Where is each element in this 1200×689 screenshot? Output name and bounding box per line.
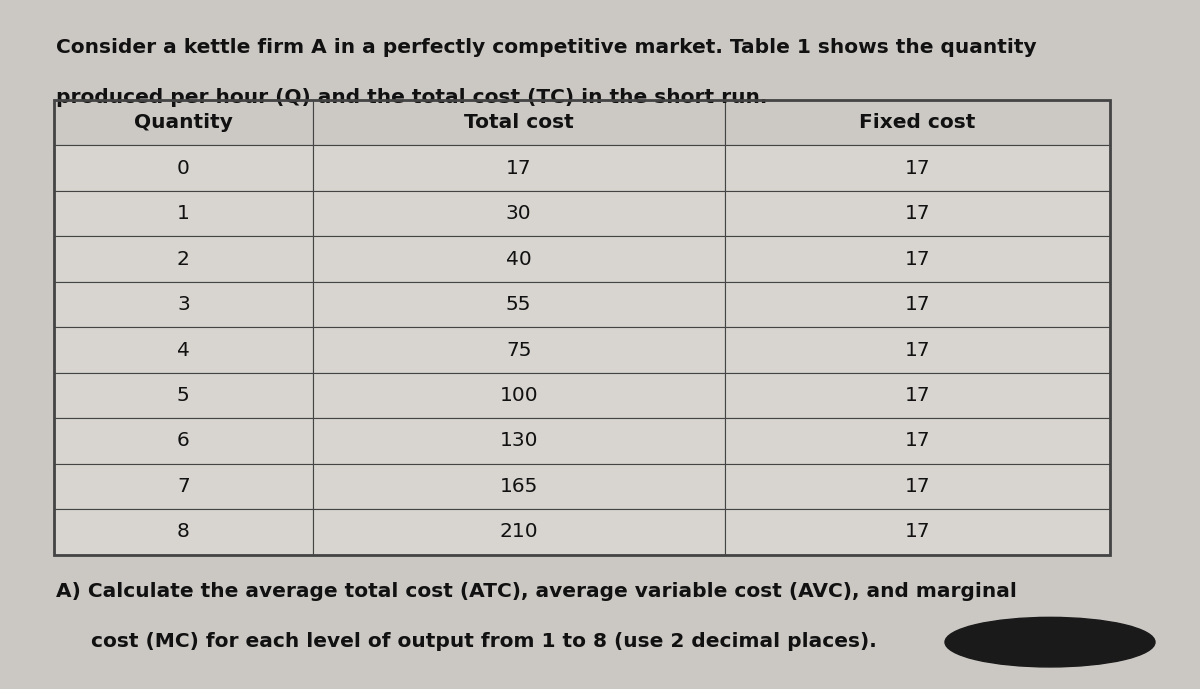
Bar bbox=[725, 191, 1110, 236]
Text: 17: 17 bbox=[905, 340, 930, 360]
Bar bbox=[54, 100, 313, 145]
Text: 2: 2 bbox=[176, 249, 190, 269]
Text: 55: 55 bbox=[506, 295, 532, 314]
Bar bbox=[313, 236, 725, 282]
Bar bbox=[54, 236, 313, 282]
Text: 210: 210 bbox=[499, 522, 538, 542]
Bar bbox=[725, 418, 1110, 464]
Bar bbox=[725, 282, 1110, 327]
Text: 17: 17 bbox=[905, 477, 930, 496]
Text: 17: 17 bbox=[905, 431, 930, 451]
Text: A) Calculate the average total cost (ATC), average variable cost (AVC), and marg: A) Calculate the average total cost (ATC… bbox=[56, 582, 1018, 601]
Bar bbox=[54, 373, 313, 418]
Bar bbox=[54, 282, 313, 327]
Text: 17: 17 bbox=[506, 158, 532, 178]
Bar bbox=[54, 418, 313, 464]
Bar bbox=[725, 145, 1110, 191]
Text: 17: 17 bbox=[905, 295, 930, 314]
Bar bbox=[54, 100, 1110, 555]
Text: 4: 4 bbox=[176, 340, 190, 360]
Text: 0: 0 bbox=[176, 158, 190, 178]
Bar bbox=[54, 327, 313, 373]
Text: 30: 30 bbox=[506, 204, 532, 223]
Bar bbox=[54, 145, 313, 191]
Bar bbox=[313, 145, 725, 191]
Bar bbox=[54, 509, 313, 555]
Bar bbox=[54, 191, 313, 236]
Text: Fixed cost: Fixed cost bbox=[859, 113, 976, 132]
Bar bbox=[725, 464, 1110, 509]
Text: Consider a kettle firm A in a perfectly competitive market. Table 1 shows the qu: Consider a kettle firm A in a perfectly … bbox=[56, 38, 1037, 57]
Text: 3: 3 bbox=[176, 295, 190, 314]
Bar bbox=[54, 464, 313, 509]
Text: produced per hour (Q) and the total cost (TC) in the short run.: produced per hour (Q) and the total cost… bbox=[56, 88, 768, 107]
Text: 75: 75 bbox=[506, 340, 532, 360]
Text: 6: 6 bbox=[176, 431, 190, 451]
Text: 17: 17 bbox=[905, 522, 930, 542]
Text: 130: 130 bbox=[499, 431, 538, 451]
Bar bbox=[725, 236, 1110, 282]
Bar bbox=[313, 464, 725, 509]
Text: Total cost: Total cost bbox=[463, 113, 574, 132]
Bar bbox=[725, 373, 1110, 418]
Text: 17: 17 bbox=[905, 249, 930, 269]
Text: 1: 1 bbox=[176, 204, 190, 223]
Bar bbox=[313, 282, 725, 327]
Bar bbox=[313, 418, 725, 464]
Bar bbox=[313, 509, 725, 555]
Bar bbox=[313, 191, 725, 236]
Bar bbox=[725, 100, 1110, 145]
Text: 100: 100 bbox=[499, 386, 538, 405]
Text: 17: 17 bbox=[905, 158, 930, 178]
Text: 40: 40 bbox=[505, 249, 532, 269]
Text: Quantity: Quantity bbox=[134, 113, 233, 132]
Bar bbox=[313, 327, 725, 373]
Text: 165: 165 bbox=[499, 477, 538, 496]
Bar bbox=[313, 373, 725, 418]
Text: 8: 8 bbox=[176, 522, 190, 542]
Text: 5: 5 bbox=[176, 386, 190, 405]
Bar bbox=[313, 100, 725, 145]
Bar bbox=[725, 509, 1110, 555]
Bar bbox=[725, 327, 1110, 373]
Text: 7: 7 bbox=[176, 477, 190, 496]
Text: 17: 17 bbox=[905, 386, 930, 405]
Text: 17: 17 bbox=[905, 204, 930, 223]
Text: cost (MC) for each level of output from 1 to 8 (use 2 decimal places).: cost (MC) for each level of output from … bbox=[56, 632, 877, 651]
Ellipse shape bbox=[946, 617, 1154, 667]
